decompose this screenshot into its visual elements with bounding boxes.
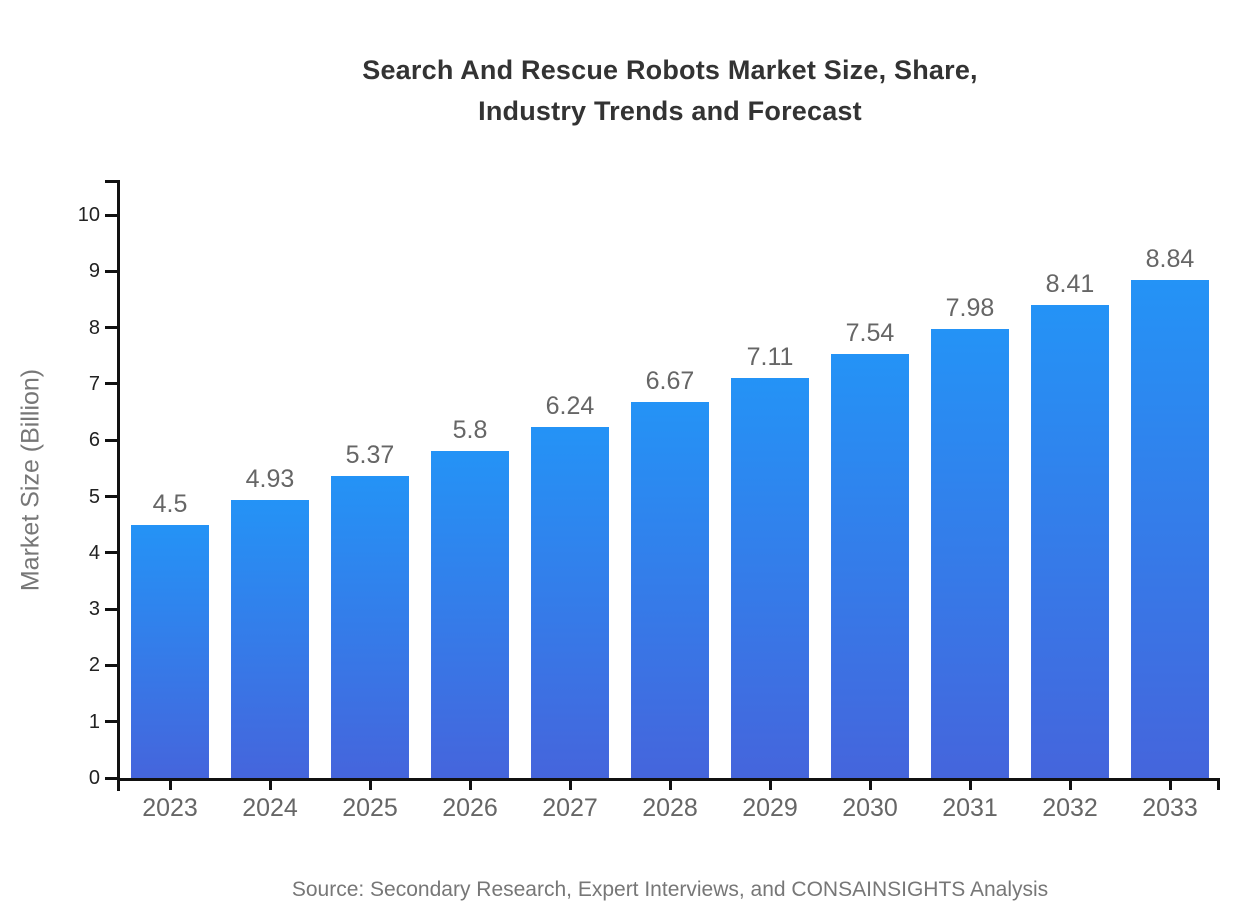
x-axis-tick	[768, 781, 772, 790]
bar-2028	[631, 402, 709, 778]
y-axis-tick-label: 2	[88, 654, 100, 677]
y-axis-tick-label: 8	[88, 316, 100, 339]
y-axis-tick	[105, 382, 117, 386]
x-axis-tick-label: 2027	[542, 794, 598, 822]
bar-2030	[831, 353, 909, 778]
bar-2031	[931, 328, 1009, 778]
source-note: Source: Secondary Research, Expert Inter…	[291, 878, 1049, 901]
y-axis-tick	[105, 326, 117, 330]
x-axis-tick-label: 2031	[942, 794, 998, 822]
chart-title-line-2: Industry Trends and Forecast	[478, 96, 862, 126]
bar-value-label: 4.93	[245, 465, 295, 494]
y-axis-tick-label: 9	[88, 260, 100, 283]
x-axis-tick	[268, 781, 272, 790]
y-axis-tick	[105, 607, 117, 611]
x-axis-tick	[868, 781, 872, 790]
bar-value-label: 6.67	[645, 367, 695, 396]
bar-value-label: 8.84	[1145, 245, 1195, 274]
plot-area: 0 1 2 3 4 5 6 7 8 9 10 4.5 2023 4.93 2024 5.37 2025 5.8 20…	[78, 180, 1220, 822]
x-axis-tick-label: 2033	[1142, 794, 1198, 822]
x-axis-tick	[1068, 781, 1072, 790]
y-axis-line	[117, 180, 120, 791]
y-axis-tick-label: 6	[88, 429, 100, 452]
bar-value-label: 7.54	[845, 318, 895, 347]
x-axis-line	[117, 778, 1220, 781]
x-axis-tick	[968, 781, 972, 790]
bar-2029	[731, 377, 809, 778]
x-axis-tick-label: 2030	[842, 794, 898, 822]
x-axis-tick-label: 2023	[142, 794, 198, 822]
y-axis-tick-label: 4	[88, 541, 100, 564]
x-axis-tick-label: 2024	[242, 794, 298, 822]
y-axis-tick-label: 3	[88, 598, 100, 621]
bar-2025	[331, 475, 409, 778]
x-axis-tick	[1168, 781, 1172, 790]
y-axis-tick	[105, 551, 117, 555]
x-axis-end-cap	[1217, 778, 1220, 790]
bar-2026	[431, 451, 509, 778]
y-axis-tick	[105, 213, 117, 217]
y-axis-tick	[105, 776, 117, 780]
y-axis-tick-label: 0	[88, 767, 100, 789]
bar-value-label: 6.24	[545, 391, 595, 420]
bar-value-label: 5.8	[452, 416, 488, 445]
y-axis-tick	[105, 663, 117, 667]
bar-2027	[531, 426, 609, 778]
x-axis-tick	[368, 781, 372, 790]
y-axis-tick-label: 7	[88, 372, 100, 395]
y-axis-tick-label: 1	[88, 710, 100, 733]
y-axis-tick	[105, 720, 117, 724]
x-axis-tick	[668, 781, 672, 790]
y-axis-tick	[105, 438, 117, 442]
bar-value-label: 7.11	[746, 342, 794, 371]
bar-2023	[131, 524, 209, 778]
y-axis-tick-label: 5	[88, 485, 100, 508]
x-axis-tick	[168, 781, 172, 790]
x-axis-tick	[568, 781, 572, 790]
bar-value-label: 7.98	[945, 293, 995, 322]
chart-title: Search And Rescue Robots Market Size, Sh…	[120, 50, 1220, 132]
y-axis-tick	[105, 269, 117, 273]
x-axis-tick-label: 2026	[442, 794, 498, 822]
x-axis-tick-label: 2025	[342, 794, 398, 822]
bar-value-label: 5.37	[345, 440, 395, 469]
bar-value-label: 8.41	[1045, 269, 1095, 298]
bar-2032	[1031, 304, 1109, 778]
x-axis-tick-label: 2029	[742, 794, 798, 822]
x-axis-tick	[468, 781, 472, 790]
x-axis-tick-label: 2028	[642, 794, 698, 822]
y-axis-tick-label: 10	[77, 204, 100, 226]
y-axis-tick	[105, 495, 117, 498]
y-axis-end-cap	[105, 180, 120, 183]
chart-title-line-1: Search And Rescue Robots Market Size, Sh…	[362, 55, 978, 85]
bar-2033	[1131, 280, 1209, 778]
bar-value-label: 4.5	[152, 489, 188, 518]
x-axis-tick-label: 2032	[1042, 794, 1098, 822]
bar-2024	[231, 500, 309, 778]
